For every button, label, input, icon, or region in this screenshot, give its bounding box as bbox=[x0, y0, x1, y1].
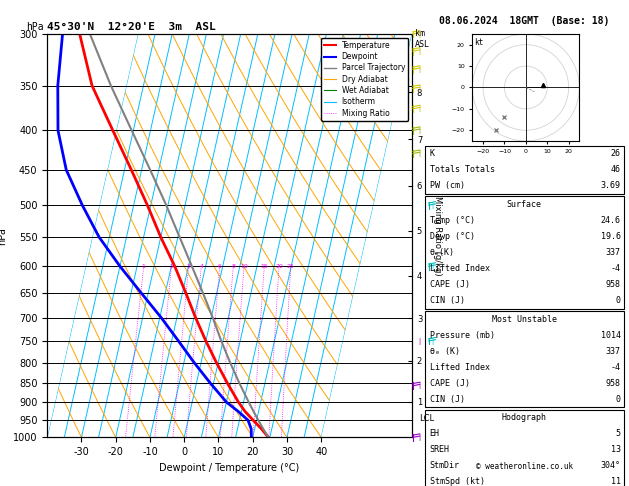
Y-axis label: Mixing Ratio (g/kg): Mixing Ratio (g/kg) bbox=[433, 196, 442, 276]
Text: CAPE (J): CAPE (J) bbox=[430, 379, 470, 388]
Text: 08.06.2024  18GMT  (Base: 18): 08.06.2024 18GMT (Base: 18) bbox=[439, 16, 610, 26]
Text: |: | bbox=[418, 48, 421, 55]
Text: 304°: 304° bbox=[601, 461, 621, 470]
Text: |: | bbox=[418, 66, 421, 73]
Text: 337: 337 bbox=[606, 248, 621, 257]
Text: |: | bbox=[418, 382, 421, 389]
Text: 20: 20 bbox=[275, 264, 283, 269]
Text: |: | bbox=[418, 127, 421, 134]
Text: |: | bbox=[418, 31, 421, 37]
Text: 3.69: 3.69 bbox=[601, 181, 621, 191]
Text: 8: 8 bbox=[231, 264, 235, 269]
Text: 2: 2 bbox=[169, 264, 174, 269]
Text: 25: 25 bbox=[287, 264, 295, 269]
Text: 15: 15 bbox=[260, 264, 268, 269]
Text: K: K bbox=[430, 149, 435, 158]
Text: 24.6: 24.6 bbox=[601, 216, 621, 225]
Text: 958: 958 bbox=[606, 379, 621, 388]
Text: Lifted Index: Lifted Index bbox=[430, 264, 489, 273]
Text: θₑ (K): θₑ (K) bbox=[430, 347, 460, 356]
Text: CIN (J): CIN (J) bbox=[430, 296, 465, 305]
Text: |: | bbox=[418, 434, 421, 441]
Text: PW (cm): PW (cm) bbox=[430, 181, 465, 191]
Text: hPa: hPa bbox=[26, 21, 44, 32]
Text: 26: 26 bbox=[611, 149, 621, 158]
Text: 19.6: 19.6 bbox=[601, 232, 621, 241]
X-axis label: Dewpoint / Temperature (°C): Dewpoint / Temperature (°C) bbox=[160, 463, 299, 473]
Text: CIN (J): CIN (J) bbox=[430, 395, 465, 404]
Text: |: | bbox=[418, 150, 421, 157]
Text: 1: 1 bbox=[142, 264, 146, 269]
Text: θₑ(K): θₑ(K) bbox=[430, 248, 455, 257]
Text: -4: -4 bbox=[611, 363, 621, 372]
Text: EH: EH bbox=[430, 429, 440, 438]
Text: Hodograph: Hodograph bbox=[502, 413, 547, 422]
Text: 0: 0 bbox=[616, 395, 621, 404]
Text: Temp (°C): Temp (°C) bbox=[430, 216, 475, 225]
Text: |: | bbox=[418, 85, 421, 92]
Text: 45°30'N  12°20'E  3m  ASL: 45°30'N 12°20'E 3m ASL bbox=[47, 22, 216, 32]
Text: 0: 0 bbox=[616, 296, 621, 305]
Text: SREH: SREH bbox=[430, 445, 450, 454]
Text: Lifted Index: Lifted Index bbox=[430, 363, 489, 372]
Text: kt: kt bbox=[474, 38, 484, 47]
Text: Pressure (mb): Pressure (mb) bbox=[430, 330, 494, 340]
Text: © weatheronline.co.uk: © weatheronline.co.uk bbox=[476, 462, 573, 471]
Text: 3: 3 bbox=[187, 264, 191, 269]
Text: |: | bbox=[430, 202, 434, 208]
Text: StmSpd (kt): StmSpd (kt) bbox=[430, 477, 484, 486]
Text: 10: 10 bbox=[240, 264, 248, 269]
Text: 13: 13 bbox=[611, 445, 621, 454]
Legend: Temperature, Dewpoint, Parcel Trajectory, Dry Adiabat, Wet Adiabat, Isotherm, Mi: Temperature, Dewpoint, Parcel Trajectory… bbox=[321, 38, 408, 121]
Text: LCL: LCL bbox=[419, 414, 434, 423]
Text: Dewp (°C): Dewp (°C) bbox=[430, 232, 475, 241]
Text: Totals Totals: Totals Totals bbox=[430, 165, 494, 174]
Text: 337: 337 bbox=[606, 347, 621, 356]
Text: |: | bbox=[418, 105, 421, 112]
Text: |: | bbox=[418, 337, 421, 345]
Text: Most Unstable: Most Unstable bbox=[492, 314, 557, 324]
Text: 4: 4 bbox=[199, 264, 203, 269]
Text: StmDir: StmDir bbox=[430, 461, 460, 470]
Text: 958: 958 bbox=[606, 280, 621, 289]
Text: km
ASL: km ASL bbox=[415, 29, 430, 49]
Text: 1014: 1014 bbox=[601, 330, 621, 340]
Text: CAPE (J): CAPE (J) bbox=[430, 280, 470, 289]
Y-axis label: hPa: hPa bbox=[0, 227, 8, 244]
Text: 5: 5 bbox=[616, 429, 621, 438]
Text: 11: 11 bbox=[611, 477, 621, 486]
Text: 6: 6 bbox=[218, 264, 221, 269]
Text: -4: -4 bbox=[611, 264, 621, 273]
Text: |: | bbox=[430, 263, 434, 270]
Text: |: | bbox=[430, 337, 434, 345]
Text: Surface: Surface bbox=[507, 200, 542, 209]
Text: 46: 46 bbox=[611, 165, 621, 174]
